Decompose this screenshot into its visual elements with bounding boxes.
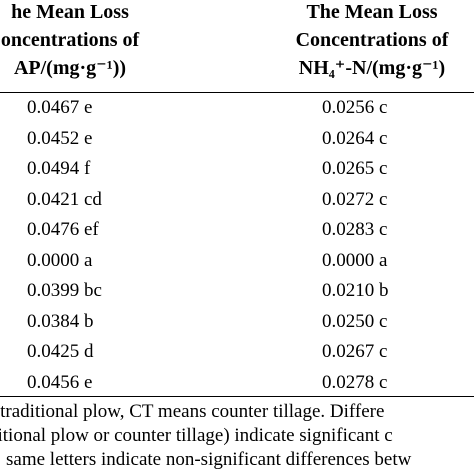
ap-value-cell: 0.0425 d (27, 341, 94, 362)
ap-value-cell: 0.0452 e (27, 128, 93, 149)
header-ap-line1: he Mean Loss (11, 1, 129, 23)
table-note-line3: same letters indicate non-significant di… (6, 449, 412, 470)
header-nh-line3: NH₄⁺-N/(mg·g⁻¹) (298, 57, 446, 79)
header-ap-line2: oncentrations of (0, 29, 140, 51)
nh4-value-cell: 0.0278 c (322, 372, 388, 393)
header-nh-line1: The Mean Loss (306, 1, 438, 23)
nh4-value-cell: 0.0250 c (322, 311, 388, 332)
ap-value-cell: 0.0421 cd (27, 189, 102, 210)
ap-value-cell: 0.0494 f (27, 158, 91, 179)
ap-value-cell: 0.0456 e (27, 372, 93, 393)
nh4-value-cell: 0.0283 c (322, 219, 388, 240)
header-ap: he Mean Loss oncentrations of AP/(mg·g⁻¹… (0, 0, 220, 82)
ap-value-cell: 0.0399 bc (27, 280, 102, 301)
header-nh: The Mean Loss Concentrations of NH₄⁺-N/(… (262, 0, 474, 82)
table-top-rule (0, 92, 474, 93)
header-nh-line2: Concentrations of (295, 29, 449, 51)
table-note-line2: ditional plow or counter tillage) indica… (0, 425, 393, 446)
nh4-value-cell: 0.0265 c (322, 158, 388, 179)
nh4-value-cell: 0.0267 c (322, 341, 388, 362)
nh4-value-cell: 0.0264 c (322, 128, 388, 149)
ap-value-cell: 0.0384 b (27, 311, 94, 332)
nh4-value-cell: 0.0210 b (322, 280, 389, 301)
table-note-line1: s traditional plow, CT means counter til… (0, 401, 385, 422)
ap-value-cell: 0.0476 ef (27, 219, 99, 240)
nh4-value-cell: 0.0272 c (322, 189, 388, 210)
nh4-value-cell: 0.0000 a (322, 250, 388, 271)
ap-value-cell: 0.0467 e (27, 97, 93, 118)
nh4-value-cell: 0.0256 c (322, 97, 388, 118)
table-bottom-rule (0, 396, 474, 397)
ap-value-cell: 0.0000 a (27, 250, 93, 271)
header-ap-line3: AP/(mg·g⁻¹)) (13, 57, 127, 79)
